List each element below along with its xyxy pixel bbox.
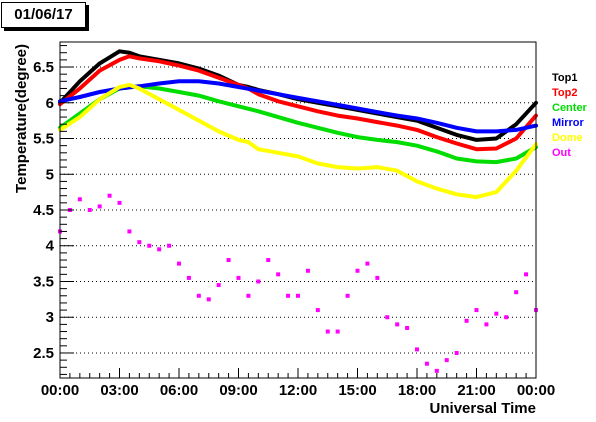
series-out-point (355, 268, 360, 273)
series-layer (58, 49, 538, 373)
series-out-point (196, 293, 201, 298)
series-out-point (444, 358, 449, 363)
series-out-point (514, 290, 519, 295)
y-tick-labels: 2.5 3 3.5 4 4.5 5 5.5 6 6.5 (33, 59, 55, 362)
y-tick-label: 6.5 (33, 59, 54, 76)
y-tick-label: 4 (46, 238, 55, 255)
x-tick-label: 21:00 (457, 382, 495, 399)
series-out-point (107, 193, 112, 198)
x-tick-label: 06:00 (160, 382, 198, 399)
series-out-point (117, 200, 122, 205)
x-tick-label: 18:00 (398, 382, 436, 399)
x-tick-label: 00:00 (517, 382, 555, 399)
series-out-point (365, 261, 370, 266)
series-top2-line (58, 54, 538, 152)
series-mirror-line (58, 79, 538, 134)
series-dome-line (58, 82, 538, 200)
x-tick-label: 09:00 (219, 382, 257, 399)
series-out-point (186, 275, 191, 280)
x-tick-label: 00:00 (41, 382, 79, 399)
series-out-point (157, 247, 162, 252)
series-out-point (177, 261, 181, 266)
series-out-point (276, 272, 281, 277)
legend-entry-center: Center (552, 102, 588, 114)
series-out-point (484, 322, 489, 327)
x-tick-labels: 00:00 03:00 06:00 09:00 12:00 15:00 18:00 21:00… (41, 382, 555, 399)
x-tick-label: 15:00 (338, 382, 376, 399)
series-out-point (167, 243, 172, 248)
series-out-point (127, 229, 132, 234)
series-out-point (494, 311, 499, 316)
legend-entry-dome: Dome (552, 132, 583, 144)
y-tick-label: 6 (46, 95, 54, 112)
series-out-points (58, 193, 538, 373)
grid-lines (60, 66, 536, 354)
y-tick-label: 5.5 (33, 131, 54, 148)
x-tick-label: 12:00 (279, 382, 317, 399)
legend-entry-top2: Top2 (552, 87, 577, 99)
series-out-point (405, 325, 410, 330)
x-tick-label: 03:00 (100, 382, 138, 399)
series-out-point (266, 258, 271, 263)
series-out-point (147, 243, 152, 248)
series-out-point (524, 272, 529, 277)
series-out-point (216, 283, 221, 288)
series-out-point (137, 240, 142, 245)
series-out-point (325, 329, 330, 334)
series-out-point (415, 347, 419, 352)
series-out-point (236, 275, 241, 280)
series-out-point (305, 268, 310, 273)
legend-entry-top1: Top1 (552, 72, 577, 84)
series-out-point (395, 322, 400, 327)
series-out-point (464, 318, 469, 323)
series-out-point (206, 297, 211, 302)
y-tick-label: 3.5 (33, 273, 54, 290)
legend-entry-out: Out (552, 147, 571, 159)
series-out-point (375, 275, 380, 280)
series-out-point (77, 197, 82, 202)
series-out-point (454, 350, 459, 355)
series-out-point (474, 308, 479, 313)
legend-entry-mirror: Mirror (552, 117, 585, 129)
x-axis-label: Universal Time (430, 400, 536, 417)
y-tick-label: 3 (46, 309, 54, 326)
series-out-point (296, 293, 300, 298)
series-out-point (286, 293, 291, 298)
series-out-point (434, 368, 439, 373)
series-out-point (335, 329, 340, 334)
y-axis-label: Temperature(degree) (13, 44, 30, 193)
chart-title-box: 01/06/17 (1, 2, 86, 28)
series-out-point (315, 308, 320, 313)
axis-ticks (59, 45, 537, 378)
series-out-point (256, 279, 261, 284)
series-out-point (246, 293, 251, 298)
chart-title: 01/06/17 (14, 6, 73, 23)
y-tick-label: 4.5 (33, 202, 54, 219)
series-out-point (345, 293, 350, 298)
series-out-point (504, 315, 509, 320)
series-out-point (385, 315, 390, 320)
series-out-point (87, 208, 92, 212)
series-out-point (424, 361, 429, 366)
y-tick-label: 5 (46, 166, 54, 183)
y-tick-label: 2.5 (33, 345, 54, 362)
series-out-point (226, 258, 231, 263)
series-top1-line (58, 49, 538, 142)
series-out-point (97, 204, 102, 209)
legend: Top1 Top2 Center Mirror Dome Out (552, 72, 588, 159)
